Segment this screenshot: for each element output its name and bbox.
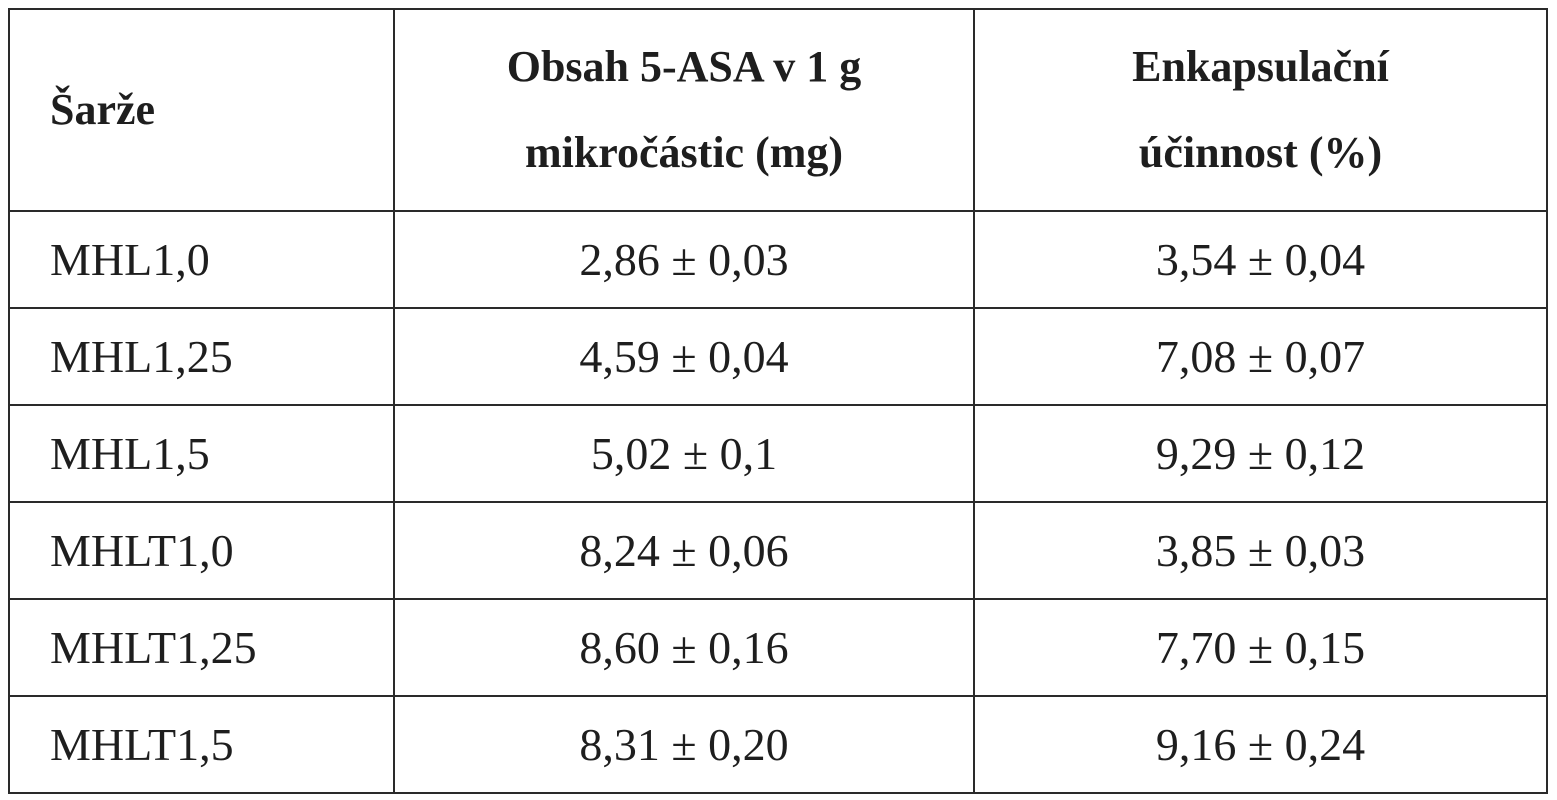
table-row: MHLT1,0 8,24 ± 0,06 3,85 ± 0,03 <box>8 501 1548 600</box>
table-row: MHL1,0 2,86 ± 0,03 3,54 ± 0,04 <box>8 210 1548 309</box>
data-table-container: Šarže Obsah 5-ASA v 1 g mikročástic (mg)… <box>8 8 1548 794</box>
cell-batch: MHLT1,0 <box>8 501 395 600</box>
table-row: MHL1,5 5,02 ± 0,1 9,29 ± 0,12 <box>8 404 1548 503</box>
cell-batch: MHLT1,25 <box>8 598 395 697</box>
cell-batch: MHL1,25 <box>8 307 395 406</box>
table-header: Šarže Obsah 5-ASA v 1 g mikročástic (mg)… <box>8 8 1548 212</box>
header-content-line-2: mikročástic (mg) <box>524 128 844 177</box>
table-row: MHL1,25 4,59 ± 0,04 7,08 ± 0,07 <box>8 307 1548 406</box>
header-efficiency-line-2: účinnost (%) <box>1138 128 1383 177</box>
cell-content: 8,60 ± 0,16 <box>393 598 975 697</box>
cell-content: 8,24 ± 0,06 <box>393 501 975 600</box>
cell-batch: MHL1,5 <box>8 404 395 503</box>
cell-efficiency: 9,29 ± 0,12 <box>973 404 1548 503</box>
header-content-line-1: Obsah 5-ASA v 1 g <box>506 42 862 91</box>
header-content: Obsah 5-ASA v 1 g mikročástic (mg) <box>393 8 975 212</box>
header-batch-line-1: Šarže <box>50 85 156 134</box>
header-efficiency: Enkapsulační účinnost (%) <box>973 8 1548 212</box>
table-row: MHLT1,5 8,31 ± 0,20 9,16 ± 0,24 <box>8 695 1548 794</box>
cell-content: 2,86 ± 0,03 <box>393 210 975 309</box>
header-row: Šarže Obsah 5-ASA v 1 g mikročástic (mg)… <box>8 8 1548 212</box>
cell-efficiency: 3,85 ± 0,03 <box>973 501 1548 600</box>
table-body: MHL1,0 2,86 ± 0,03 3,54 ± 0,04 MHL1,25 4… <box>8 210 1548 794</box>
cell-efficiency: 9,16 ± 0,24 <box>973 695 1548 794</box>
encapsulation-table: Šarže Obsah 5-ASA v 1 g mikročástic (mg)… <box>8 8 1548 794</box>
cell-content: 8,31 ± 0,20 <box>393 695 975 794</box>
header-batch: Šarže <box>8 8 395 212</box>
cell-batch: MHL1,0 <box>8 210 395 309</box>
table-row: MHLT1,25 8,60 ± 0,16 7,70 ± 0,15 <box>8 598 1548 697</box>
header-efficiency-line-1: Enkapsulační <box>1132 42 1389 91</box>
cell-batch: MHLT1,5 <box>8 695 395 794</box>
cell-content: 4,59 ± 0,04 <box>393 307 975 406</box>
cell-efficiency: 3,54 ± 0,04 <box>973 210 1548 309</box>
cell-content: 5,02 ± 0,1 <box>393 404 975 503</box>
cell-efficiency: 7,70 ± 0,15 <box>973 598 1548 697</box>
cell-efficiency: 7,08 ± 0,07 <box>973 307 1548 406</box>
